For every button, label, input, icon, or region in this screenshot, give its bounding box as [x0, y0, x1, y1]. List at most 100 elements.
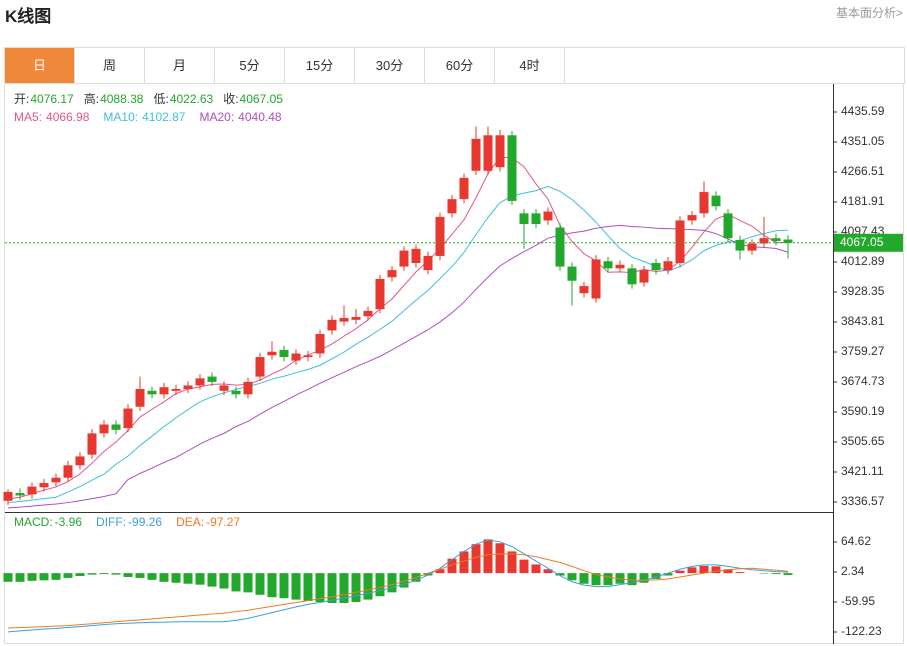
y-tick-label: 3590.19 [841, 404, 885, 418]
candle-body [291, 353, 301, 361]
candle-body [63, 465, 73, 478]
candle-body [171, 389, 181, 391]
tab[interactable]: 5分 [215, 48, 285, 83]
y-tick-label: 3674.73 [841, 374, 885, 388]
macd-bar [363, 573, 373, 600]
candle-body [627, 268, 637, 285]
y-tick-label: 4181.91 [841, 194, 885, 208]
candle-body [591, 259, 601, 299]
macd-bar [63, 573, 73, 578]
macd-bar [495, 543, 505, 574]
macd-bar [111, 573, 121, 575]
macd-bar [711, 566, 721, 574]
macd-bar [519, 559, 529, 574]
macd-bar [75, 573, 85, 577]
macd-bar [687, 567, 697, 574]
legend-text: -97.27 [206, 515, 240, 529]
candle-body [771, 238, 781, 242]
y-tick-label: 2.34 [841, 564, 865, 578]
candle-body [255, 357, 265, 377]
legend-text: MA20: [199, 110, 234, 124]
candle-body [375, 278, 385, 310]
macd-bar [243, 573, 253, 593]
macd-bar [3, 573, 13, 582]
candle-body [471, 138, 481, 171]
macd-bar [255, 573, 265, 595]
candle-body [279, 349, 289, 358]
legend-text: 高: [84, 91, 99, 106]
y-tick-label: 4351.05 [841, 134, 885, 148]
tab[interactable]: 月 [145, 48, 215, 83]
candle-body [531, 213, 541, 224]
macd-bar [483, 539, 493, 574]
candle-body [51, 477, 61, 483]
macd-bar [651, 573, 661, 579]
macd-bar [51, 573, 61, 580]
tab[interactable]: 日 [5, 48, 75, 83]
candle-body [435, 216, 445, 256]
candle-body [231, 390, 241, 395]
macd-bar [123, 573, 133, 577]
macd-bar [675, 570, 685, 574]
tab[interactable]: 60分 [425, 48, 495, 83]
legend-text: -3.96 [55, 515, 83, 529]
candle-body [447, 199, 457, 214]
candle-body [183, 385, 193, 390]
candle-body [135, 389, 145, 407]
macd-bar [303, 573, 313, 602]
tab[interactable]: 30分 [355, 48, 425, 83]
candle-body [111, 424, 121, 430]
candle-body [339, 318, 349, 322]
macd-bar [615, 573, 625, 584]
y-tick-label: -122.23 [841, 624, 882, 638]
y-tick-label: 3759.27 [841, 344, 885, 358]
macd-bar [339, 573, 349, 603]
candle-body [195, 378, 205, 386]
fundamental-link[interactable]: 基本面分析> [835, 6, 903, 20]
macd-bar [507, 551, 517, 574]
macd-bar [447, 558, 457, 574]
candle-body [75, 456, 85, 466]
macd-line [7, 553, 789, 629]
macd-bar [411, 573, 421, 582]
macd-bar [315, 573, 325, 603]
y-tick-label: 64.62 [841, 534, 871, 548]
macd-bar [279, 573, 289, 599]
candle-body [507, 135, 517, 201]
candle-body [267, 351, 277, 356]
macd-bar [555, 573, 565, 576]
legend-text: 4067.05 [240, 92, 284, 106]
legend-text: MA10: [103, 110, 138, 124]
chart-frame [4, 83, 904, 644]
macd-bar [591, 573, 601, 586]
macd-bar [39, 573, 49, 581]
y-tick-label: 3336.57 [841, 494, 885, 508]
tab[interactable]: 周 [75, 48, 145, 83]
candle-body [555, 227, 565, 267]
candle-body [735, 239, 745, 251]
macd-bar [471, 544, 481, 574]
macd-bar [423, 573, 433, 576]
macd-bar [399, 573, 409, 588]
candle-body [519, 213, 529, 224]
tab[interactable]: 15分 [285, 48, 355, 83]
macd-bar [327, 573, 337, 603]
macd-bar [387, 573, 397, 593]
tab[interactable]: 4时 [495, 48, 565, 83]
macd-bar [567, 573, 577, 581]
candle-body [3, 491, 13, 501]
macd-bar [171, 573, 181, 583]
y-tick-label: 3843.81 [841, 314, 885, 328]
candle-body [387, 270, 397, 278]
candle-body [411, 248, 421, 264]
macd-bar [291, 573, 301, 600]
macd-bar [531, 564, 541, 574]
candle-body [123, 408, 133, 429]
candle-body [327, 319, 337, 331]
macd-bar [27, 573, 37, 581]
legend-text: 4076.17 [30, 92, 74, 106]
candle-body [603, 261, 613, 269]
legend-text: 4022.63 [170, 92, 214, 106]
candle-body [351, 316, 361, 320]
